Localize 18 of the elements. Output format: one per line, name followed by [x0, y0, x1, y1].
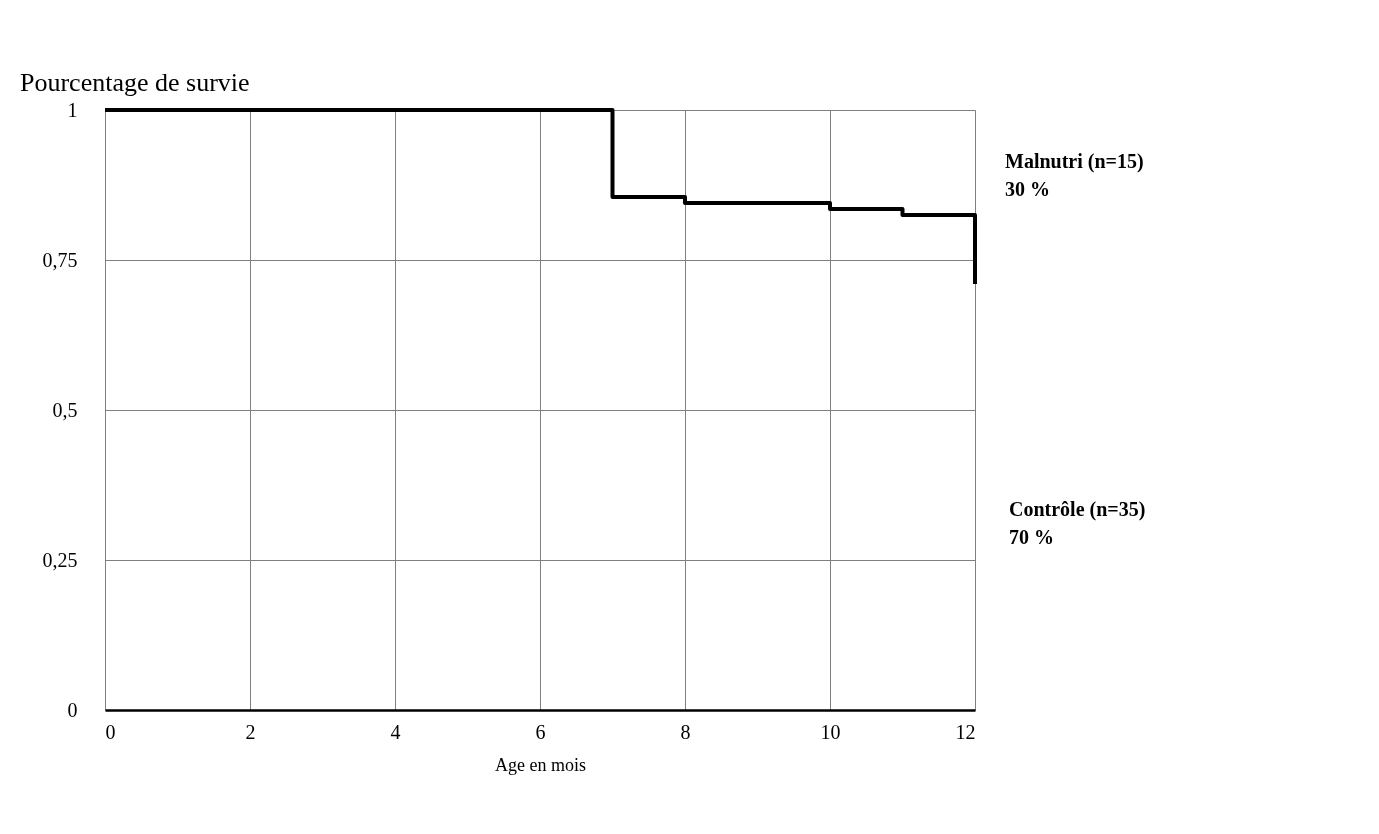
text: Malnutri (n=15) [1005, 150, 1144, 173]
x-tick-label: 12 [955, 720, 976, 743]
y-tick-label: 0,5 [52, 398, 78, 421]
x-tick-label: 8 [680, 720, 691, 743]
x-tick-label: 10 [820, 720, 841, 743]
x-tick-label: 0 [105, 720, 116, 743]
x-tick-label: 6 [535, 720, 546, 743]
y-axis-title: Pourcentage de survie [20, 68, 250, 97]
y-tick-label: 1 [67, 98, 78, 121]
text: Contrôle (n=35) [1009, 498, 1146, 521]
text: 30 % [1005, 178, 1050, 200]
x-tick-label: 2 [245, 720, 256, 743]
x-tick-label: 4 [390, 720, 401, 743]
text: 70 % [1009, 526, 1054, 548]
y-tick-label: 0 [67, 698, 78, 721]
x-axis-title: Age en mois [495, 754, 586, 775]
y-tick-label: 0,75 [42, 248, 78, 271]
y-tick-label: 0,25 [42, 548, 78, 571]
